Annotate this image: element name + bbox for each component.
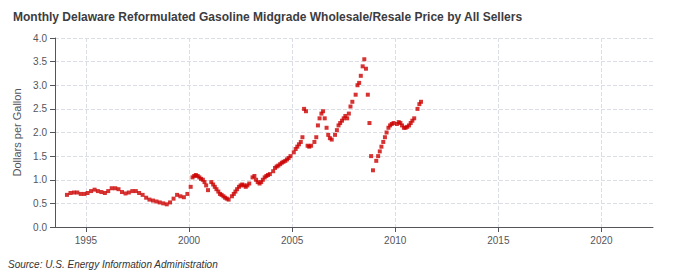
svg-text:2000: 2000	[178, 235, 201, 246]
svg-text:2010: 2010	[384, 235, 407, 246]
svg-text:4.0: 4.0	[33, 33, 47, 44]
svg-text:1.5: 1.5	[33, 151, 47, 162]
svg-text:2020: 2020	[590, 235, 613, 246]
svg-text:Dollars per Gallon: Dollars per Gallon	[11, 88, 23, 176]
svg-text:0.0: 0.0	[33, 222, 47, 233]
svg-text:Monthly Delaware Reformulated: Monthly Delaware Reformulated Gasoline M…	[13, 10, 522, 24]
svg-text:1995: 1995	[75, 235, 98, 246]
svg-text:1.0: 1.0	[33, 174, 47, 185]
svg-text:3.0: 3.0	[33, 80, 47, 91]
svg-text:2005: 2005	[281, 235, 304, 246]
svg-text:2015: 2015	[487, 235, 510, 246]
svg-text:3.5: 3.5	[33, 56, 47, 67]
svg-text:2.0: 2.0	[33, 127, 47, 138]
svg-text:0.5: 0.5	[33, 198, 47, 209]
svg-text:2.5: 2.5	[33, 103, 47, 114]
svg-text:Source: U.S. Energy Informatio: Source: U.S. Energy Information Administ…	[8, 259, 218, 270]
